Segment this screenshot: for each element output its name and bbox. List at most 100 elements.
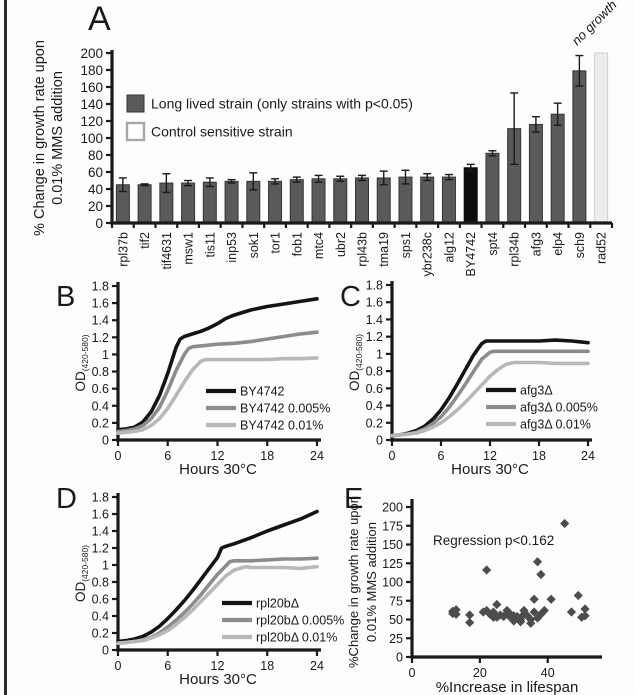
legend-label: BY4742 0.01% (240, 418, 323, 432)
bar-elp4 (550, 113, 565, 224)
bar-label-rpl37b: rpl37b (116, 232, 130, 267)
svg-text:40: 40 (541, 666, 555, 680)
scatter-point (532, 613, 543, 623)
svg-text:1.6: 1.6 (92, 297, 109, 311)
svg-text:1.8: 1.8 (92, 491, 109, 505)
scatter-point (488, 607, 499, 617)
svg-text:1.6: 1.6 (366, 296, 383, 310)
svg-text:0.6: 0.6 (92, 593, 109, 607)
bar-label-sok1: sok1 (247, 232, 261, 258)
series-rpl20bΔ 0.01% (116, 564, 319, 645)
bar-msw1 (181, 182, 196, 224)
svg-text:24: 24 (310, 659, 324, 673)
legend-swatch-filled (126, 94, 145, 113)
legend-label: Long lived strain (only strains with p<0… (151, 96, 413, 112)
scatter-point (509, 616, 519, 626)
panel-e-letter: E (344, 483, 364, 515)
svg-text:175: 175 (382, 519, 403, 533)
panel-e-ylabel-line1: %Change in growth rate upon (346, 496, 361, 668)
bar-label-tma19: tma19 (377, 232, 391, 267)
regression-annotation: Regression p<0.162 (433, 533, 554, 548)
legend-label: afg3Δ 0.005% (520, 400, 598, 414)
legend-label: BY4742 (240, 384, 285, 398)
svg-text:0.8: 0.8 (366, 365, 383, 379)
panel-a-ylabel-line1: % Change in growth rate upon (32, 40, 48, 236)
svg-text:80: 80 (88, 148, 103, 163)
bar-afg3 (528, 123, 543, 224)
panel-b-ylabel: OD(420-580) (73, 334, 90, 391)
scatter-point (515, 617, 526, 627)
no-growth-annotation: no growth (569, 0, 620, 48)
bar-mtc4 (311, 178, 326, 224)
bar-label-afg3: afg3 (529, 232, 543, 256)
legend-label: rpl20bΔ 0.01% (256, 630, 337, 644)
svg-text:0.4: 0.4 (366, 399, 383, 413)
svg-text:24: 24 (310, 449, 324, 463)
svg-text:18: 18 (260, 449, 274, 463)
svg-text:200: 200 (382, 501, 403, 515)
svg-text:140: 140 (80, 97, 103, 112)
bar-label-alg12: alg12 (442, 232, 456, 263)
legend-label: Control sensitive strain (151, 124, 293, 140)
bar-label-fob1: fob1 (290, 232, 304, 256)
panel-d-line-chart: 0 0.2 0.4 0.6 0.8 1 1.2 1.4 1.6 1.8 0 6 12 18 24 rpl20b… (73, 491, 344, 689)
svg-text:125: 125 (382, 557, 403, 571)
scatter-point (529, 594, 539, 604)
bar-label-rpl43b: rpl43b (356, 232, 370, 267)
bar-label-tif2: tif2 (138, 232, 152, 249)
svg-text:12: 12 (211, 659, 225, 673)
panel-c-letter: C (340, 281, 361, 313)
svg-text:1.8: 1.8 (92, 280, 109, 294)
svg-text:0.2: 0.2 (92, 416, 109, 430)
svg-text:0: 0 (396, 651, 403, 665)
svg-text:0.2: 0.2 (366, 416, 383, 430)
legend-label: BY4742 0.005% (240, 401, 330, 415)
panel-c-line-chart: 0 0.2 0.4 0.6 0.8 1 1.2 1.4 1.6 1.8 0 6 12 18 24 afg3Δ a… (347, 279, 598, 479)
bar-tif2 (137, 184, 152, 224)
panel-a-letter: A (88, 0, 111, 38)
svg-text:1.4: 1.4 (92, 525, 109, 539)
series-BY4742 0.005% (116, 330, 319, 434)
series-rpl20bΔ (116, 509, 319, 644)
bar-BY4742 (463, 167, 478, 224)
bar-tis11 (202, 181, 217, 224)
bar-label-ybr238c: ybr238c (421, 232, 435, 276)
svg-text:0.2: 0.2 (92, 627, 109, 641)
panel-b-letter: B (56, 281, 76, 313)
panel-a-ylabel-line2: 0.01% MMS addition (50, 71, 66, 205)
svg-text:75: 75 (389, 594, 403, 608)
svg-text:50: 50 (389, 613, 403, 627)
svg-text:20: 20 (473, 666, 487, 680)
svg-text:1.8: 1.8 (366, 279, 383, 293)
svg-text:0.8: 0.8 (92, 365, 109, 379)
scatter-point (505, 609, 515, 619)
panel-c-ylabel: OD(420-580) (347, 334, 364, 391)
bar-label-sch9: sch9 (573, 232, 587, 258)
svg-text:1.2: 1.2 (92, 331, 109, 345)
svg-text:1.2: 1.2 (92, 542, 109, 556)
bar-spt4 (485, 152, 500, 224)
scatter-point (566, 607, 577, 617)
bar-label-msw1: msw1 (182, 232, 196, 265)
svg-text:1.2: 1.2 (366, 330, 383, 344)
series-BY4742 (116, 297, 319, 432)
svg-text:1.6: 1.6 (92, 508, 109, 522)
bar-label-mtc4: mtc4 (312, 232, 326, 259)
bar-tor1 (268, 180, 283, 224)
svg-text:180: 180 (80, 63, 103, 78)
panel-a-bar-chart: 0 20 40 60 80 100 120 140 160 180 200 rpl37b tif2 tif… (32, 0, 620, 276)
scatter-point (539, 605, 549, 616)
svg-text:0.4: 0.4 (92, 399, 109, 413)
svg-text:120: 120 (80, 114, 103, 129)
svg-text:0.6: 0.6 (366, 382, 383, 396)
bar-ubr2 (333, 178, 348, 224)
svg-text:0: 0 (376, 434, 383, 448)
scatter-point (546, 594, 556, 604)
panel-c-xlabel: Hours 30°C (451, 461, 529, 478)
panel-d-ylabel: OD(420-580) (73, 545, 90, 602)
svg-text:100: 100 (80, 131, 103, 146)
bar-label-spt4: spt4 (486, 232, 500, 256)
bar-label-BY4742: BY4742 (464, 232, 478, 277)
